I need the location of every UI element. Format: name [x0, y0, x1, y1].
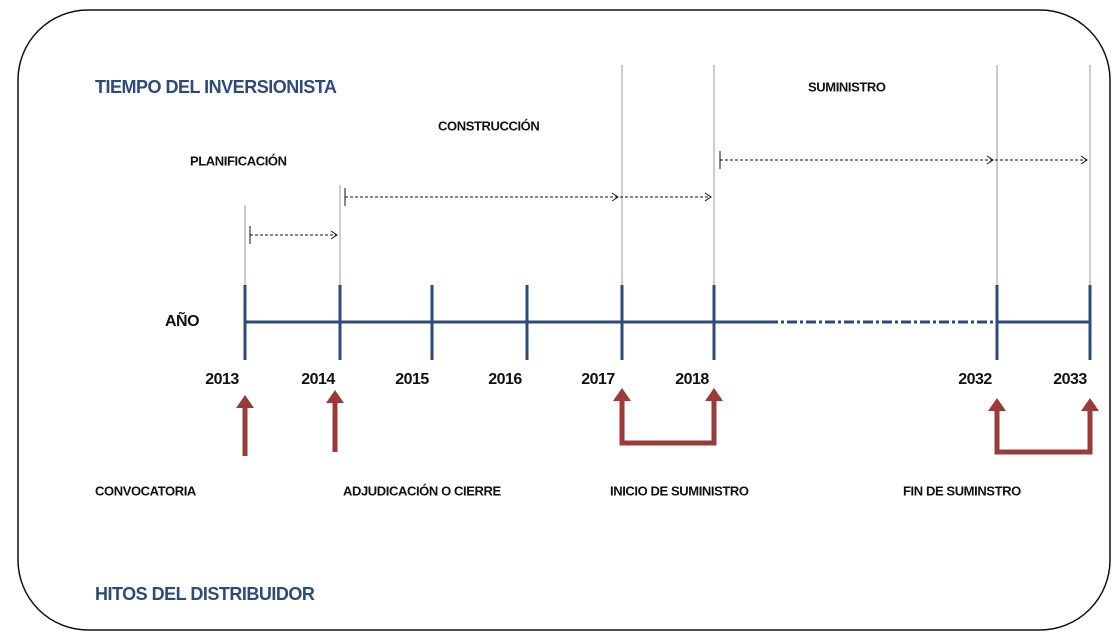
phase-label: PLANIFICACIÓN	[190, 153, 287, 168]
year-label: 2017	[581, 371, 615, 388]
milestone-label: CONVOCATORIA	[95, 483, 197, 498]
year-label: 2014	[301, 371, 335, 388]
phase-label: CONSTRUCCIÓN	[438, 118, 539, 133]
phase-label: SUMINISTRO	[808, 79, 886, 94]
milestone-label: FIN DE SUMINSTRO	[903, 483, 1021, 498]
year-label: 2015	[395, 371, 429, 388]
title: TIEMPO DEL INVERSIONISTA	[95, 77, 337, 97]
year-label: 2013	[205, 371, 239, 388]
year-label: 2032	[958, 371, 992, 388]
guides	[244, 65, 1091, 285]
timeline	[243, 285, 1092, 360]
axis-label: AÑO	[165, 310, 199, 330]
year-label: 2018	[675, 371, 709, 388]
footer-title: HITOS DEL DISTRIBUIDOR	[95, 584, 315, 604]
phase-arrows	[249, 151, 1088, 244]
year-label: 2033	[1053, 371, 1087, 388]
milestone-label: INICIO DE SUMINISTRO	[610, 483, 749, 498]
year-label: 2016	[488, 371, 522, 388]
milestone-arrows	[236, 388, 1099, 456]
milestone-label: ADJUDICACIÓN O CIERRE	[343, 483, 501, 498]
frame	[17, 9, 1111, 631]
